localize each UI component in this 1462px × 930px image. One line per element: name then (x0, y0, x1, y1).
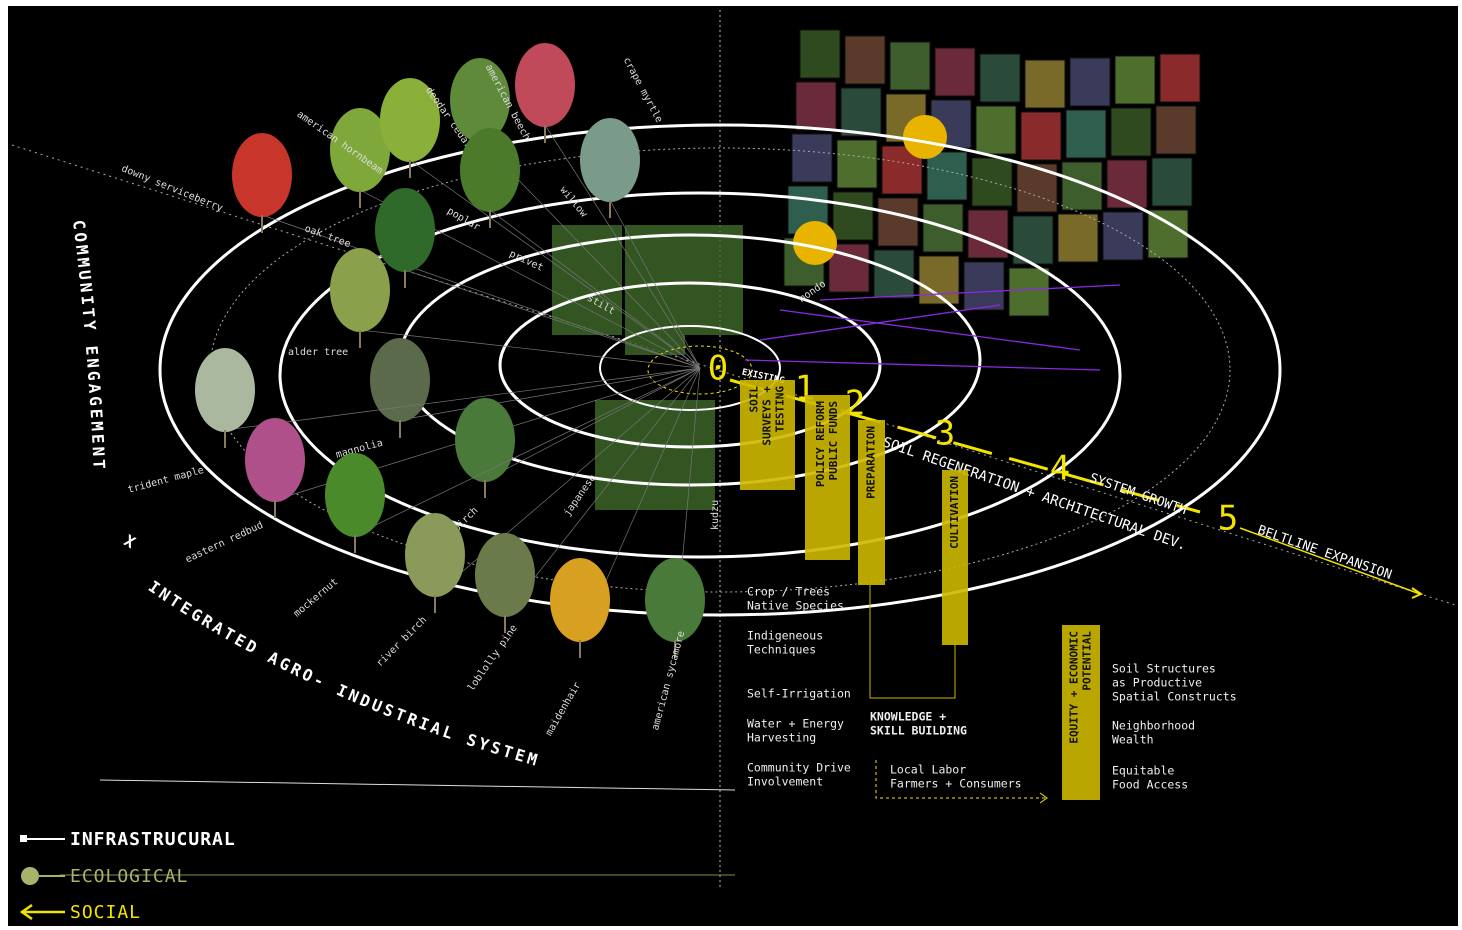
photo-tile (874, 250, 914, 298)
bar-label: PUBLIC FUNDS (827, 401, 840, 480)
tree (475, 533, 535, 617)
photo-tile (890, 42, 930, 90)
tree-label: kudzu (710, 500, 721, 530)
photo-tile (964, 262, 1004, 310)
photo-tile (841, 88, 881, 136)
stage-number: 3 (935, 414, 955, 454)
bar-label: PREPARATION (865, 426, 878, 499)
note: Water + Energy (747, 717, 844, 731)
legend-label: ECOLOGICAL (70, 866, 188, 887)
photo-tile (1062, 162, 1102, 210)
bar-label: TESTING (774, 386, 787, 433)
tree (455, 398, 515, 482)
bar-label: EQUITY + ECONOMIC (1068, 631, 1081, 744)
tree (645, 558, 705, 642)
tree (515, 43, 575, 127)
note: Food Access (1112, 778, 1188, 792)
photo-tile (1025, 60, 1065, 108)
bar-label: CULTIVATION (948, 476, 961, 549)
photo-tile (1111, 108, 1151, 156)
tree (580, 118, 640, 202)
photo-tile (845, 36, 885, 84)
photo-tile (1160, 54, 1200, 102)
tree-label: alder tree (288, 347, 348, 358)
photo-tile (927, 152, 967, 200)
stage-number: 0 (708, 349, 728, 389)
tree (370, 338, 430, 422)
photo-tile (1066, 110, 1106, 158)
bar-label: SOIL (748, 386, 761, 413)
photo-tile (1070, 58, 1110, 106)
note: KNOWLEDGE + (870, 710, 946, 724)
note: Indigeneous (747, 629, 823, 643)
note: Spatial Constructs (1112, 690, 1237, 704)
stage-number: 4 (1050, 449, 1070, 489)
background (8, 6, 1458, 926)
tree (405, 513, 465, 597)
photo-tile (1058, 214, 1098, 262)
note: as Productive (1112, 676, 1202, 690)
photo-tile (792, 134, 832, 182)
photo-tile (968, 210, 1008, 258)
tree (460, 128, 520, 212)
photo-tile (1009, 268, 1049, 316)
photo-tile (837, 140, 877, 188)
note: Neighborhood (1112, 719, 1195, 733)
diagram: downy serviceberryamerican hornbeamdeoda… (0, 0, 1462, 930)
photo-tile (796, 82, 836, 130)
note: Harvesting (747, 731, 816, 745)
stage-number: 5 (1218, 499, 1238, 539)
note: Local Labor (890, 763, 966, 777)
photo-tile (1021, 112, 1061, 160)
note: Community Drive (747, 761, 851, 775)
tree (195, 348, 255, 432)
tree (232, 133, 292, 217)
note: Techniques (747, 643, 816, 657)
note: Crop / Trees (747, 585, 830, 599)
photo-tile (980, 54, 1020, 102)
note: Self-Irrigation (747, 687, 851, 701)
photo-tile (1156, 106, 1196, 154)
note: Farmers + Consumers (890, 777, 1022, 791)
photo-tile (878, 198, 918, 246)
tree (245, 418, 305, 502)
legend-label: SOCIAL (70, 902, 141, 923)
sunflower (903, 115, 947, 159)
photo-tile (976, 106, 1016, 154)
legend-label: INFRASTRUCURAL (70, 829, 236, 850)
photo-tile (1103, 212, 1143, 260)
note: Involvement (747, 775, 823, 789)
bar-label: SURVEYS + (761, 386, 774, 446)
note: Wealth (1112, 733, 1154, 747)
photo-tile (833, 192, 873, 240)
tree (325, 453, 385, 537)
photo-panel (552, 225, 622, 335)
bar-label: POTENTIAL (1081, 631, 1094, 691)
note: Native Species (747, 599, 844, 613)
tree (375, 188, 435, 272)
tree (550, 558, 610, 642)
tree (330, 248, 390, 332)
photo-tile (1148, 210, 1188, 258)
photo-tile (800, 30, 840, 78)
photo-tile (1115, 56, 1155, 104)
note: Equitable (1112, 764, 1174, 778)
bar-label: POLICY REFORM (814, 401, 827, 487)
photo-tile (1152, 158, 1192, 206)
photo-tile (935, 48, 975, 96)
photo-panel (595, 400, 715, 510)
note: SKILL BUILDING (870, 724, 967, 738)
photo-panel (685, 225, 743, 335)
note: Soil Structures (1112, 662, 1216, 676)
